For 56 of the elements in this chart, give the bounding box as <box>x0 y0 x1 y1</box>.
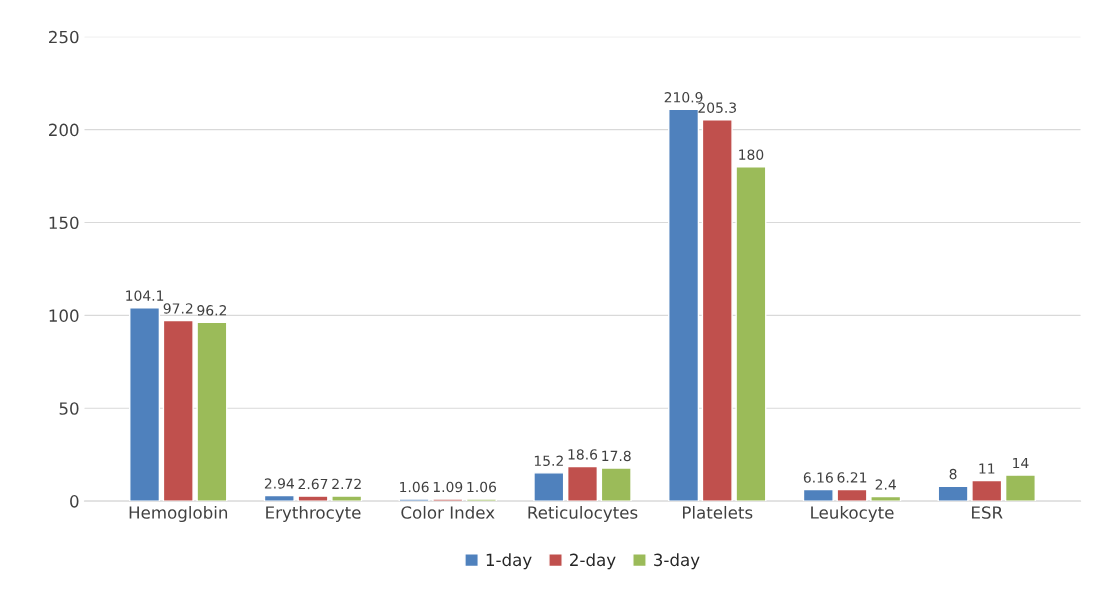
bar <box>937 485 969 502</box>
y-tick-label: 0 <box>70 495 79 508</box>
data-label: 8 <box>949 468 957 480</box>
bar <box>735 166 767 502</box>
y-tick-label: 100 <box>49 309 79 322</box>
x-tick-label: Platelets <box>683 505 753 519</box>
bar <box>668 108 700 502</box>
x-tick-label: Leukocyte <box>811 505 894 523</box>
data-label: 17.8 <box>602 450 631 462</box>
bar <box>1004 474 1036 502</box>
y-tick-label: 250 <box>49 30 79 44</box>
data-label: 205.3 <box>698 102 737 113</box>
data-label: 14 <box>1013 457 1029 469</box>
x-tick-label: Erythrocyte <box>266 505 361 523</box>
data-label: 18.6 <box>568 449 598 460</box>
bar <box>566 465 599 502</box>
bar <box>701 119 733 502</box>
x-tick-label: Color Index <box>401 505 495 519</box>
data-label: 15.2 <box>534 455 563 467</box>
data-label: 1.06 <box>400 481 429 493</box>
data-label: 1.09 <box>433 481 463 493</box>
legend-label: 2-day <box>570 553 616 570</box>
y-tick-label: 150 <box>49 216 79 230</box>
bar <box>129 307 161 502</box>
x-tick-label: Reticulocytes <box>528 505 638 523</box>
data-label: 2.72 <box>332 478 361 489</box>
x-tick-label: ESR <box>972 506 1003 519</box>
bar <box>870 495 902 502</box>
data-label: 104.1 <box>126 290 164 301</box>
bar <box>297 495 329 502</box>
data-label: 2.4 <box>875 479 896 490</box>
bar <box>432 498 464 502</box>
y-tick-label: 50 <box>59 402 79 415</box>
data-label: 210.9 <box>664 92 703 103</box>
bar <box>600 467 632 502</box>
data-label: 180 <box>739 149 764 160</box>
y-tick-label: 200 <box>49 123 79 137</box>
x-tick-label: Hemoglobin <box>129 505 228 523</box>
legend-label: 1-day <box>486 553 532 570</box>
data-label: 2.67 <box>298 478 328 490</box>
data-label: 6.16 <box>803 472 833 483</box>
data-label: 96.2 <box>197 305 227 316</box>
data-label: 6.21 <box>837 472 867 483</box>
bar <box>971 479 1003 502</box>
bar <box>331 495 363 502</box>
bar <box>802 488 834 502</box>
bar <box>196 321 228 502</box>
bar <box>162 319 194 502</box>
data-label: 97.2 <box>163 303 193 314</box>
bar <box>263 494 295 502</box>
bar <box>533 472 565 502</box>
bar <box>836 488 868 502</box>
data-label: 1.06 <box>467 481 497 493</box>
legend-label: 3-day <box>654 553 700 570</box>
data-label: 2.94 <box>264 478 294 489</box>
data-label: 11 <box>979 463 995 474</box>
